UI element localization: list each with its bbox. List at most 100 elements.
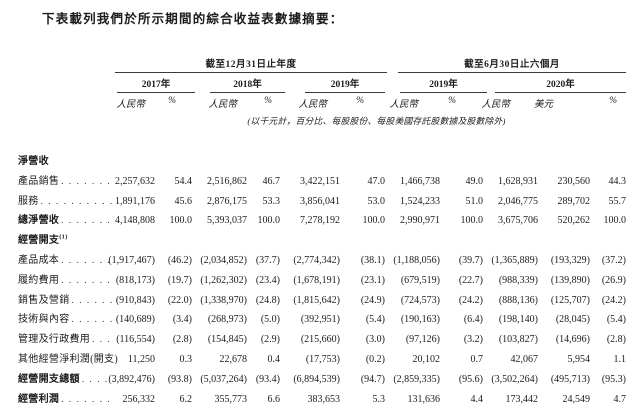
cell-value: (6.4)	[463, 314, 483, 326]
cell-value: 45.6	[174, 195, 193, 207]
year-header-2018: 2018年	[233, 80, 262, 90]
cell-value: (1,338,970)	[200, 294, 247, 306]
cell-value: (93.8)	[167, 373, 192, 385]
cell-value: (215,660)	[300, 334, 340, 346]
cell-value: 4,148,808	[115, 215, 155, 227]
row-label: 履約費用	[18, 271, 115, 291]
cell-value: 46.7	[262, 175, 281, 187]
currency-column-header: 人民幣	[481, 100, 510, 110]
currency-header-row: 人民幣% 人民幣% 人民幣% 人民幣% 人民幣 美元%	[18, 96, 626, 111]
cell-value: 53.3	[262, 195, 281, 207]
cell-value: 100.0	[362, 215, 386, 227]
cell-value: 1.1	[613, 353, 627, 365]
cell-value: (1,815,642)	[293, 294, 340, 306]
table-row: 經營利潤 256,332 6.2 355,773 6.6 383,653 5.3 131,63…	[18, 390, 626, 410]
cell-value: 42,067	[510, 353, 539, 365]
cell-value: 2,046,775	[498, 195, 538, 207]
cell-value: 1,628,931	[498, 175, 538, 187]
cell-value: (2,859,335)	[393, 373, 440, 385]
column-group-header-interim: 截至6月30日止六個月	[464, 60, 560, 70]
cell-value: 54.4	[174, 175, 193, 187]
dot-leader	[61, 251, 115, 271]
cell-value: 100.0	[169, 215, 193, 227]
cell-value: (140,689)	[115, 314, 155, 326]
cell-value: (17,753)	[305, 353, 340, 365]
row-label: 淨營收	[18, 156, 49, 167]
cell-value: 47.0	[367, 175, 386, 187]
cell-value: 44.3	[608, 175, 627, 187]
dot-leader	[61, 172, 115, 192]
cell-value: (95.3)	[601, 373, 626, 385]
dot-leader	[92, 330, 115, 350]
cell-value: (5.4)	[365, 314, 385, 326]
cell-value: (1,365,889)	[491, 254, 538, 266]
row-label: 其他經營淨利潤(開支)	[18, 353, 118, 365]
cell-value: (24.2)	[458, 294, 483, 306]
cell-value: 24,549	[562, 393, 591, 405]
row-label: 管理及行政費用	[18, 330, 115, 350]
cell-value: (97,126)	[405, 334, 440, 346]
cell-value: 49.0	[465, 175, 484, 187]
cell-value: 6.6	[267, 393, 281, 405]
dot-leader	[61, 271, 115, 291]
cell-value: (3.0)	[365, 334, 385, 346]
column-group-header-annual: 截至12月31日止年度	[205, 60, 297, 70]
cell-value: (93.4)	[255, 373, 280, 385]
table-body: 淨營收產品銷售2,257,632 54.4 2,516,862 46.7 3,422,1…	[18, 152, 626, 409]
footnote-marker: (1)	[59, 233, 68, 241]
cell-value: (37.2)	[601, 254, 626, 266]
cell-value: (268,973)	[207, 314, 247, 326]
page-title: 下表載列我們於所示期間的綜合收益表數據摘要：	[42, 12, 344, 26]
cell-value: 55.7	[608, 195, 627, 207]
cell-value: 7,278,192	[300, 215, 340, 227]
cell-value: 173,442	[505, 393, 539, 405]
table-row: 其他經營淨利潤(開支) 11,250 0.3 22,678 0.4 (17,753) (0.…	[18, 350, 626, 370]
cell-value: (2.8)	[172, 334, 192, 346]
cell-value: (3,502,264)	[491, 373, 538, 385]
cell-value: (46.2)	[167, 254, 192, 266]
cell-value: 53.0	[367, 195, 386, 207]
row-label: 技術與內容	[18, 310, 115, 330]
dot-leader	[61, 390, 115, 410]
percent-column-header: %	[609, 96, 617, 106]
cell-value: (1,188,056)	[393, 254, 440, 266]
cell-value: (22.0)	[167, 294, 192, 306]
cell-value: (24.2)	[601, 294, 626, 306]
cell-value: (14,696)	[555, 334, 590, 346]
table-row: 產品成本(1,917,467) (46.2) (2,034,852) (37.7) (2…	[18, 251, 626, 271]
cell-value: (1,262,302)	[200, 274, 247, 286]
currency-column-header: 人民幣	[208, 100, 237, 110]
cell-value: 3,856,041	[300, 195, 340, 207]
header-rule	[400, 92, 487, 93]
cell-value: 520,262	[557, 215, 591, 227]
currency-column-header: 人民幣	[116, 100, 145, 110]
percent-column-header: %	[448, 96, 456, 106]
cell-value: (154,845)	[207, 334, 247, 346]
cell-value: 5.3	[372, 393, 386, 405]
header-rule	[305, 92, 385, 93]
cell-value: 5,393,037	[207, 215, 247, 227]
units-note: (以千元計，百分比、每股股份、每股美國存託股數據及股數除外)	[247, 116, 506, 126]
cell-value: (3,892,476)	[108, 373, 155, 385]
cell-value: (23.4)	[255, 274, 280, 286]
cell-value: (39.7)	[458, 254, 483, 266]
header-rule	[115, 72, 387, 73]
cell-value: (6,894,539)	[293, 373, 340, 385]
cell-value: 0.7	[470, 353, 484, 365]
row-label: 經營利潤	[18, 390, 115, 410]
cell-value: 289,702	[557, 195, 591, 207]
cell-value: (139,890)	[550, 274, 590, 286]
cell-value: 1,891,176	[115, 195, 155, 207]
cell-value: 4.7	[613, 393, 627, 405]
table-row: 銷售及營銷(910,843) (22.0) (1,338,970) (24.8) (1,…	[18, 291, 626, 311]
percent-column-header: %	[356, 96, 364, 106]
cell-value: (1,917,467)	[108, 254, 155, 266]
cell-value: (1,678,191)	[293, 274, 340, 286]
cell-value: (392,951)	[300, 314, 340, 326]
cell-value: (5.4)	[606, 314, 626, 326]
cell-value: 11,250	[127, 353, 155, 365]
cell-value: 131,636	[407, 393, 441, 405]
cell-value: 6.2	[179, 393, 193, 405]
header-rule	[210, 92, 285, 93]
